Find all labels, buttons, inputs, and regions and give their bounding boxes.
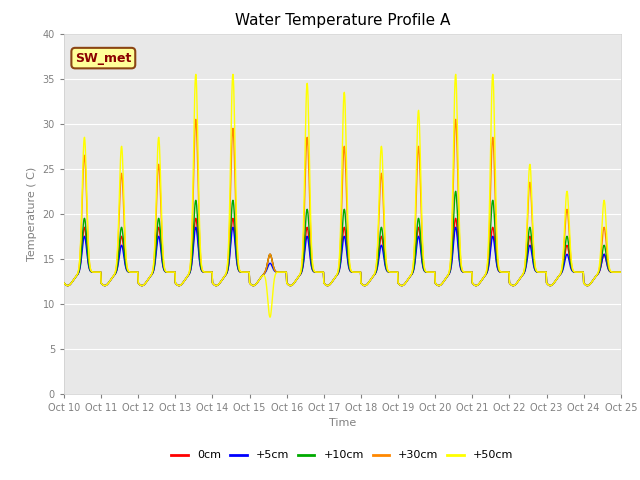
Y-axis label: Temperature ( C): Temperature ( C)	[27, 167, 37, 261]
Title: Water Temperature Profile A: Water Temperature Profile A	[235, 13, 450, 28]
X-axis label: Time: Time	[329, 418, 356, 428]
Legend: 0cm, +5cm, +10cm, +30cm, +50cm: 0cm, +5cm, +10cm, +30cm, +50cm	[167, 446, 518, 465]
Text: SW_met: SW_met	[75, 51, 131, 65]
